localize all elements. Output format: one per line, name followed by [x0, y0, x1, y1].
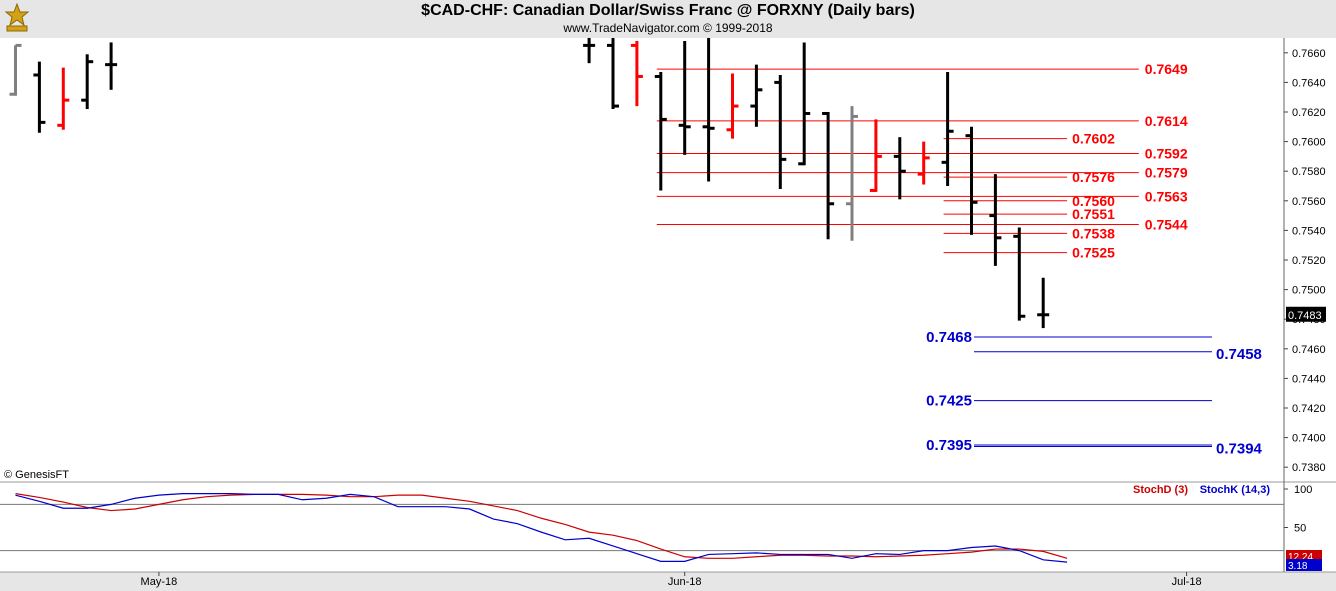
- resistance-label: 0.7563: [1145, 188, 1188, 204]
- support-label: 0.7458: [1216, 346, 1262, 363]
- y-tick-label: 0.7460: [1292, 344, 1326, 356]
- resistance-label: 0.7576: [1072, 169, 1115, 185]
- ohlc-bar: [822, 111, 835, 240]
- ohlc-bar: [726, 73, 739, 139]
- copyright-label: © GenesisFT: [4, 469, 69, 481]
- resistance-label: 0.7614: [1145, 113, 1188, 129]
- y-tick-label: 0.7500: [1292, 285, 1326, 297]
- last-price-label: 0.7483: [1288, 310, 1322, 322]
- ohlc-bar: [57, 67, 70, 130]
- trade-navigator-logo-icon: [4, 2, 30, 32]
- ohlc-bar: [941, 72, 954, 186]
- resistance-label: 0.7560: [1072, 193, 1115, 209]
- legend-stoch-d: StochD (3): [1133, 484, 1188, 496]
- ohlc-bar: [630, 40, 643, 107]
- chart-header: [0, 0, 1336, 38]
- y-tick-label: 0.7540: [1292, 225, 1326, 237]
- legend-stoch-k: StochK (14,3): [1200, 484, 1271, 496]
- time-axis-band: [0, 572, 1336, 591]
- oscillator-y-tick-label: 100: [1294, 484, 1312, 496]
- ohlc-bar: [678, 40, 691, 155]
- resistance-label: 0.7592: [1145, 145, 1188, 161]
- ohlc-bar: [81, 54, 94, 110]
- y-tick-label: 0.7560: [1292, 196, 1326, 208]
- ohlc-bar: [1037, 277, 1050, 329]
- y-tick-label: 0.7440: [1292, 373, 1326, 385]
- oscillator-last-value-label: 12.24: [1288, 552, 1313, 563]
- x-tick-label: Jul-18: [1172, 576, 1202, 588]
- ohlc-bar: [917, 141, 930, 185]
- y-tick-label: 0.7600: [1292, 137, 1326, 149]
- support-label: 0.7468: [926, 329, 972, 346]
- y-tick-label: 0.7640: [1292, 77, 1326, 89]
- y-tick-label: 0.7420: [1292, 403, 1326, 415]
- ohlc-bar: [989, 174, 1002, 266]
- ohlc-bar: [607, 38, 619, 110]
- y-tick-label: 0.7380: [1292, 462, 1326, 474]
- ohlc-bar: [654, 72, 667, 191]
- resistance-label: 0.7579: [1145, 165, 1188, 181]
- ohlc-bar: [9, 43, 22, 96]
- ohlc-bar: [750, 64, 763, 127]
- resistance-label: 0.7551: [1072, 206, 1115, 222]
- ohlc-bar: [105, 42, 118, 90]
- chart-subtitle: www.TradeNavigator.com © 1999-2018: [563, 21, 773, 35]
- ohlc-bar: [774, 75, 787, 189]
- y-tick-label: 0.7520: [1292, 255, 1326, 267]
- ohlc-bar: [893, 137, 906, 200]
- stoch-d-line: [15, 493, 1068, 559]
- ohlc-bar: [33, 61, 46, 133]
- ohlc-bar: [846, 106, 858, 241]
- support-label: 0.7425: [926, 393, 972, 410]
- x-tick-label: May-18: [141, 576, 178, 588]
- y-tick-label: 0.7660: [1292, 48, 1326, 60]
- ohlc-bar: [965, 126, 978, 235]
- ohlc-bar: [583, 38, 596, 64]
- resistance-label: 0.7602: [1072, 131, 1115, 147]
- y-tick-label: 0.7400: [1292, 433, 1326, 445]
- ohlc-bar: [798, 42, 811, 166]
- resistance-label: 0.7525: [1072, 245, 1115, 261]
- oscillator-last-value-label: 3.18: [1288, 561, 1308, 572]
- stoch-k-line: [15, 493, 1068, 563]
- ohlc-bar: [702, 38, 715, 182]
- y-tick-label: 0.7620: [1292, 107, 1326, 119]
- resistance-label: 0.7538: [1072, 225, 1115, 241]
- oscillator-y-tick-label: 50: [1294, 523, 1306, 535]
- oscillator-last-value-tag: [1286, 559, 1322, 571]
- last-price-tag: [1286, 306, 1326, 322]
- support-label: 0.7395: [926, 437, 972, 454]
- chart-title: $CAD-CHF: Canadian Dollar/Swiss Franc @ …: [421, 2, 915, 19]
- y-tick-label: 0.7580: [1292, 166, 1326, 178]
- resistance-label: 0.7649: [1145, 61, 1188, 77]
- x-tick-label: Jun-18: [668, 576, 702, 588]
- support-label: 0.7394: [1216, 440, 1263, 457]
- ohlc-bar: [1013, 227, 1026, 321]
- resistance-label: 0.7544: [1145, 216, 1188, 232]
- ohlc-bar: [869, 119, 882, 192]
